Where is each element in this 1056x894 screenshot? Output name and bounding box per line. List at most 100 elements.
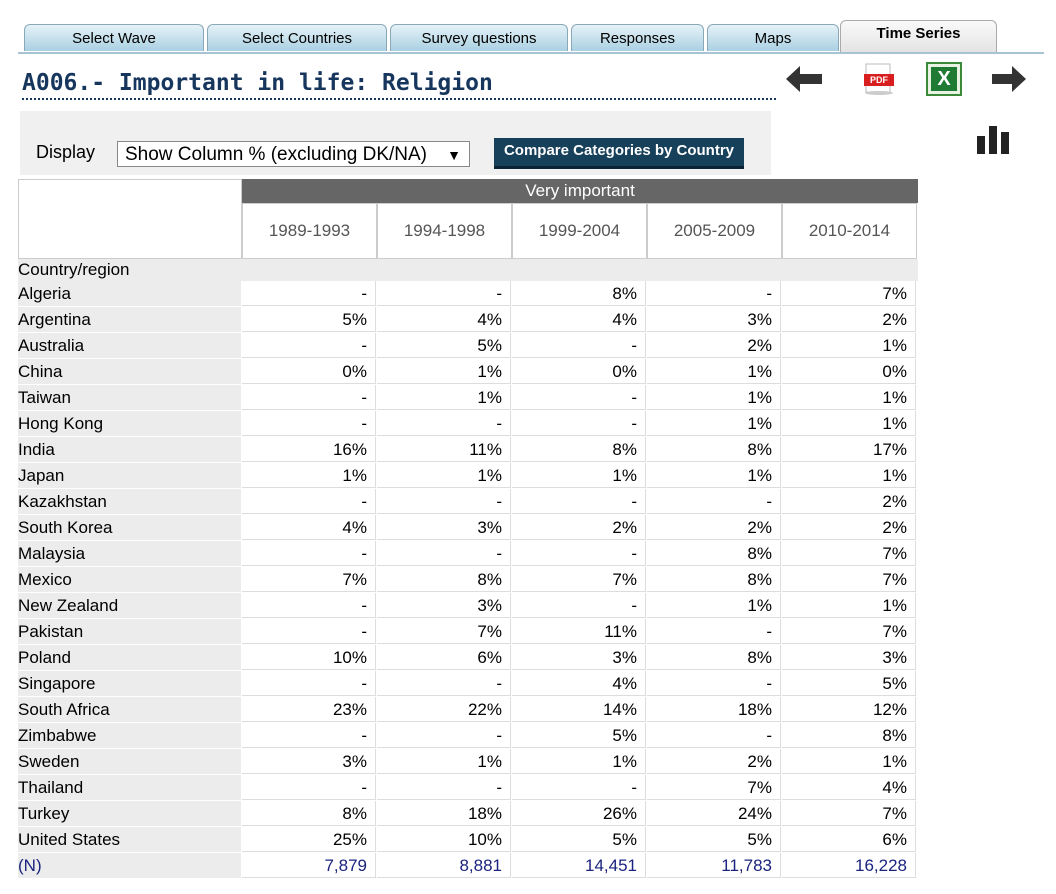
country-name: Argentina [18,307,241,333]
value-cell: 4% [512,307,646,332]
value-cell: 24% [647,801,781,826]
display-select-value: Show Column % (excluding DK/NA) [125,144,428,165]
value-cell: - [512,333,646,358]
value-cell: 26% [512,801,646,826]
value-cell: 1% [512,749,646,774]
value-cell: 6% [377,645,511,670]
compare-categories-button[interactable]: Compare Categories by Country [494,138,744,169]
value-cell: 16% [242,437,376,462]
value-cell: 1% [782,593,916,618]
n-row: (N) 7,879 8,881 14,451 11,783 16,228 [18,853,918,879]
value-cell: 7% [782,619,916,644]
value-cell: 1% [782,333,916,358]
value-cell: 8% [512,437,646,462]
value-cell: 8% [647,437,781,462]
table-row: Australia -5% -2% 1% [18,333,918,359]
value-cell: 5% [512,723,646,748]
tab-responses[interactable]: Responses [571,24,704,51]
value-cell: 2% [647,749,781,774]
value-cell: 1% [647,359,781,384]
value-cell: - [377,671,511,696]
table-row: United States 25% 10% 5% 5% 6% [18,827,918,853]
value-cell: 2% [512,515,646,540]
arrow-right-icon[interactable] [992,66,1026,92]
value-cell: 12% [782,697,916,722]
value-cell: 11% [512,619,646,644]
arrow-left-icon[interactable] [786,66,822,92]
value-cell: - [377,411,511,436]
pdf-label: PDF [870,75,888,85]
country-name: China [18,359,241,385]
table-row: Malaysia - - -8% 7% [18,541,918,567]
table-corner [18,179,242,259]
country-name: Zimbabwe [18,723,241,749]
tab-select-wave[interactable]: Select Wave [24,24,204,51]
value-cell: - [242,411,376,436]
value-cell: - [377,541,511,566]
value-cell: 1% [377,385,511,410]
table-row: Hong Kong - - -1% 1% [18,411,918,437]
value-cell: 3% [377,515,511,540]
value-cell: 8% [647,645,781,670]
year-header: 1989-1993 [242,203,377,259]
country-name: South Korea [18,515,241,541]
country-name: Algeria [18,281,241,307]
display-select[interactable]: Show Column % (excluding DK/NA) ▼ [117,141,470,167]
value-cell: 2% [782,489,916,514]
table-row: Turkey 8% 18% 26% 24% 7% [18,801,918,827]
country-name: Hong Kong [18,411,241,437]
value-cell: 6% [782,827,916,852]
table-row: Taiwan -1% -1% 1% [18,385,918,411]
display-panel: Display Show Column % (excluding DK/NA) … [20,111,771,175]
value-cell: 10% [377,827,511,852]
dropdown-arrow-icon: ▼ [447,147,461,163]
value-cell: 8% [512,281,646,306]
country-name: Japan [18,463,241,489]
excel-icon[interactable]: X [926,62,962,96]
value-cell: 8% [647,567,781,592]
value-cell: - [242,723,376,748]
value-cell: - [242,385,376,410]
value-cell: 7% [377,619,511,644]
table-row: Pakistan -7% 11% -7% [18,619,918,645]
value-cell: 1% [377,359,511,384]
value-cell: 7% [647,775,781,800]
country-name: Turkey [18,801,241,827]
value-cell: 7% [782,801,916,826]
tab-time-series[interactable]: Time Series [840,20,997,52]
country-name: United States [18,827,241,853]
value-cell: - [512,593,646,618]
excel-label: X [937,68,951,90]
country-name: India [18,437,241,463]
value-cell: 5% [242,307,376,332]
year-header: 1994-1998 [377,203,512,259]
bar-chart-icon[interactable] [976,124,1012,154]
pdf-icon[interactable]: PDF [862,62,896,96]
country-name: Kazakhstan [18,489,241,515]
table-row: South Africa 23% 22% 14% 18% 12% [18,697,918,723]
value-cell: 8% [242,801,376,826]
value-cell: - [647,489,781,514]
value-cell: - [512,775,646,800]
tab-select-countries[interactable]: Select Countries [207,24,387,51]
value-cell: - [242,671,376,696]
value-cell: - [377,281,511,306]
year-header: 1999-2004 [512,203,647,259]
table-row: Kazakhstan - - - -2% [18,489,918,515]
value-cell: 25% [242,827,376,852]
table-row: South Korea 4% 3% 2% 2% 2% [18,515,918,541]
table-row: Japan 1% 1% 1% 1% 1% [18,463,918,489]
display-label: Display [36,142,96,162]
value-cell: - [512,411,646,436]
country-name: Sweden [18,749,241,775]
tab-survey-questions[interactable]: Survey questions [390,24,568,51]
value-cell: 1% [782,749,916,774]
value-cell: - [647,619,781,644]
tab-maps[interactable]: Maps [707,24,839,51]
value-cell: 1% [647,385,781,410]
value-cell: 11% [377,437,511,462]
value-cell: 4% [512,671,646,696]
value-cell: 10% [242,645,376,670]
country-name: Pakistan [18,619,241,645]
value-cell: 7% [782,567,916,592]
